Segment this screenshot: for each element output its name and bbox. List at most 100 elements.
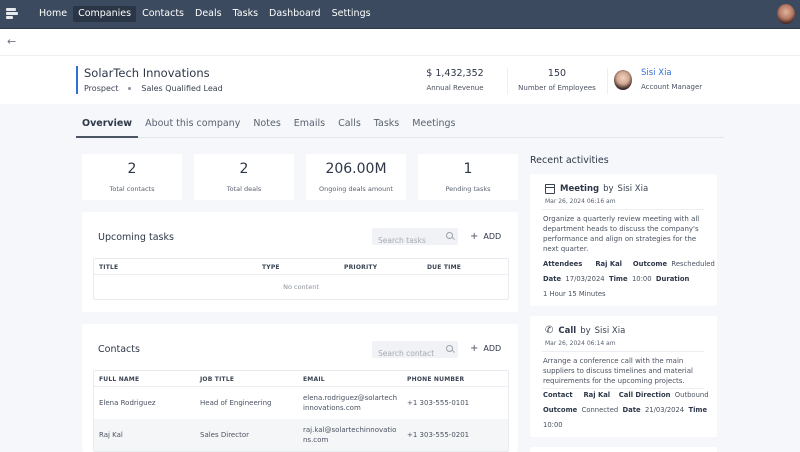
nav-item-settings[interactable]: Settings [331, 8, 371, 19]
kpi-value: 206.00M [325, 161, 387, 177]
top-navbar: Home Companies Contacts Deals Tasks Dash… [0, 0, 800, 29]
calendar-icon [545, 184, 555, 194]
tab-emails[interactable]: Emails [293, 118, 326, 129]
column-header-phone[interactable]: PHONE NUMBER [407, 376, 465, 383]
kpi-total-deals: 2 Total deals [194, 154, 294, 200]
column-header-job-title[interactable]: JOB TITLE [200, 376, 235, 383]
contact-value: Raj Kal [583, 391, 611, 399]
activity-header: ✆ Call by Sisi Xia [545, 326, 626, 337]
tab-calls[interactable]: Calls [338, 118, 361, 129]
manager-name-link[interactable]: Sisi Xia [641, 68, 672, 78]
annual-revenue-stat: $ 1,432,352 Annual Revenue [420, 68, 490, 92]
recent-activities-title: Recent activities [530, 155, 609, 166]
activity-author: Sisi Xia [594, 326, 626, 336]
activity-details-row: Attendees Raj Kal Outcome Rescheduled [543, 260, 715, 268]
accent-bar [76, 66, 78, 94]
time-value: 10:00 [543, 421, 563, 429]
activity-timestamp: Mar 26, 2024 06:16 am [545, 198, 616, 205]
cell-job-title: Head of Engineering [200, 399, 272, 407]
upcoming-tasks-panel: Upcoming tasks + ADD TITLE TYPE PRIORITY … [82, 212, 518, 312]
add-contact-button[interactable]: + ADD [470, 343, 501, 354]
duration-value: 1 Hour 15 Minutes [543, 290, 606, 298]
app-logo-icon[interactable] [6, 8, 18, 21]
empty-state: No content [283, 283, 319, 291]
plus-icon: + [470, 343, 479, 354]
kpi-ongoing-deals-amount: 206.00M Ongoing deals amount [306, 154, 406, 200]
cell-job-title: Sales Director [200, 431, 249, 439]
user-avatar[interactable] [777, 4, 795, 24]
column-header-type[interactable]: TYPE [262, 264, 280, 271]
column-header-full-name[interactable]: FULL NAME [99, 376, 140, 383]
outcome-value: Connected [581, 406, 619, 414]
outcome-label: Outcome [632, 260, 668, 268]
table-header: FULL NAME JOB TITLE EMAIL PHONE NUMBER [94, 371, 508, 387]
activity-description: Organize a quarterly review meeting with… [543, 215, 700, 253]
divider [542, 209, 704, 210]
nav-item-home[interactable]: Home [39, 8, 68, 19]
nav-item-tasks[interactable]: Tasks [232, 8, 259, 19]
company-tabs: Overview About this company Notes Emails… [76, 113, 724, 138]
tab-tasks[interactable]: Tasks [373, 118, 400, 129]
column-header-priority[interactable]: PRIORITY [344, 264, 378, 271]
table-row[interactable]: Raj Kal Sales Director raj.kal@solartech… [94, 419, 508, 451]
search-contact-field[interactable] [372, 341, 458, 362]
activity-author: Sisi Xia [617, 184, 649, 194]
tab-meetings[interactable]: Meetings [412, 118, 456, 129]
kpi-value: 2 [127, 161, 137, 177]
date-value: 17/03/2024 [565, 275, 605, 283]
email-line: innovations.com [303, 404, 361, 412]
nav-item-deals[interactable]: Deals [195, 8, 222, 19]
email-line: ns.com [303, 436, 329, 444]
back-arrow-icon[interactable]: ← [7, 35, 17, 48]
divider [507, 68, 508, 94]
contacts-panel: Contacts + ADD FULL NAME JOB TITLE EMAIL … [82, 324, 518, 452]
cell-email[interactable]: elena.rodriguez@solartech innovations.com [298, 393, 402, 413]
activity-header: Meeting by Sisi Xia [545, 184, 648, 194]
nav-item-contacts[interactable]: Contacts [142, 8, 184, 19]
activity-card-meeting[interactable]: Meeting by Sisi Xia Mar 26, 2024 06:16 a… [530, 174, 717, 306]
employees-stat: 150 Number of Employees [517, 68, 597, 92]
activity-card-next[interactable] [530, 447, 717, 452]
kpi-pending-tasks: 1 Pending tasks [418, 154, 518, 200]
activity-card-call[interactable]: ✆ Call by Sisi Xia Mar 26, 2024 06:14 am… [530, 316, 717, 437]
tab-about[interactable]: About this company [145, 118, 241, 129]
company-header: SolarTech Innovations Prospect Sales Qua… [0, 56, 800, 104]
activity-details-row: Outcome Connected Date 21/03/2024 Time [543, 406, 707, 414]
add-label: ADD [483, 344, 502, 353]
column-header-title[interactable]: TITLE [99, 264, 119, 271]
cell-email[interactable]: raj.kal@solartechinnovatio ns.com [298, 425, 402, 445]
time-label: Time [688, 406, 708, 414]
company-status: Prospect [84, 84, 119, 93]
search-tasks-input[interactable] [372, 232, 440, 249]
activity-type: Call [558, 326, 577, 336]
table-row[interactable]: Elena Rodriguez Head of Engineering elen… [94, 387, 508, 419]
kpi-label: Total deals [226, 185, 262, 193]
cell-full-name[interactable]: Raj Kal [99, 431, 123, 439]
activity-type: Meeting [560, 184, 600, 194]
nav-item-companies[interactable]: Companies [73, 6, 137, 22]
activity-description: Arrange a conference call with the main … [543, 357, 693, 385]
attendees-label: Attendees [543, 260, 583, 268]
outcome-label: Outcome [543, 406, 578, 414]
activity-by: by [603, 184, 614, 194]
email-line: raj.kal@solartechinnovatio [303, 426, 397, 434]
tab-notes[interactable]: Notes [253, 118, 281, 129]
add-task-button[interactable]: + ADD [470, 231, 501, 242]
nav-item-dashboard[interactable]: Dashboard [269, 8, 321, 19]
search-icon[interactable] [446, 345, 453, 352]
divider [542, 351, 704, 352]
kpi-label: Pending tasks [445, 185, 491, 193]
kpi-total-contacts: 2 Total contacts [82, 154, 182, 200]
search-contact-input[interactable] [372, 345, 440, 362]
cell-full-name[interactable]: Elena Rodriguez [99, 399, 156, 407]
search-icon[interactable] [446, 232, 453, 239]
kpi-label: Total contacts [109, 185, 155, 193]
time-label: Time [608, 275, 628, 283]
tab-overview[interactable]: Overview [76, 113, 139, 138]
contact-label: Contact [543, 391, 573, 399]
search-tasks-field[interactable] [372, 228, 458, 249]
employees-value: 150 [547, 68, 567, 79]
column-header-email[interactable]: EMAIL [303, 376, 325, 383]
divider [607, 68, 608, 94]
column-header-due-time[interactable]: DUE TIME [427, 264, 462, 271]
